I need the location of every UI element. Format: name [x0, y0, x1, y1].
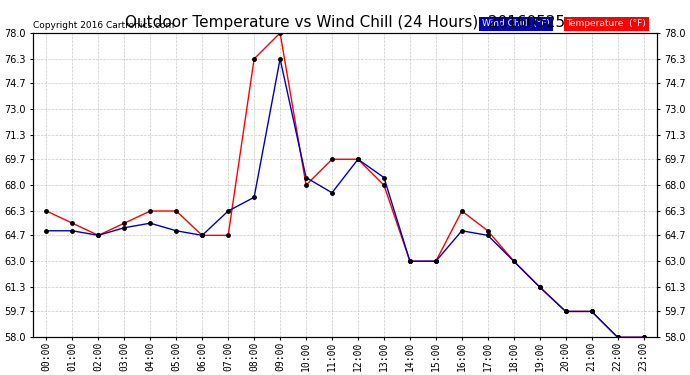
- Text: Temperature  (°F): Temperature (°F): [566, 20, 646, 28]
- Title: Outdoor Temperature vs Wind Chill (24 Hours)  20160525: Outdoor Temperature vs Wind Chill (24 Ho…: [125, 15, 565, 30]
- Text: Wind Chill  (°F): Wind Chill (°F): [482, 20, 550, 28]
- Text: Copyright 2016 Cartronics.com: Copyright 2016 Cartronics.com: [33, 21, 175, 30]
